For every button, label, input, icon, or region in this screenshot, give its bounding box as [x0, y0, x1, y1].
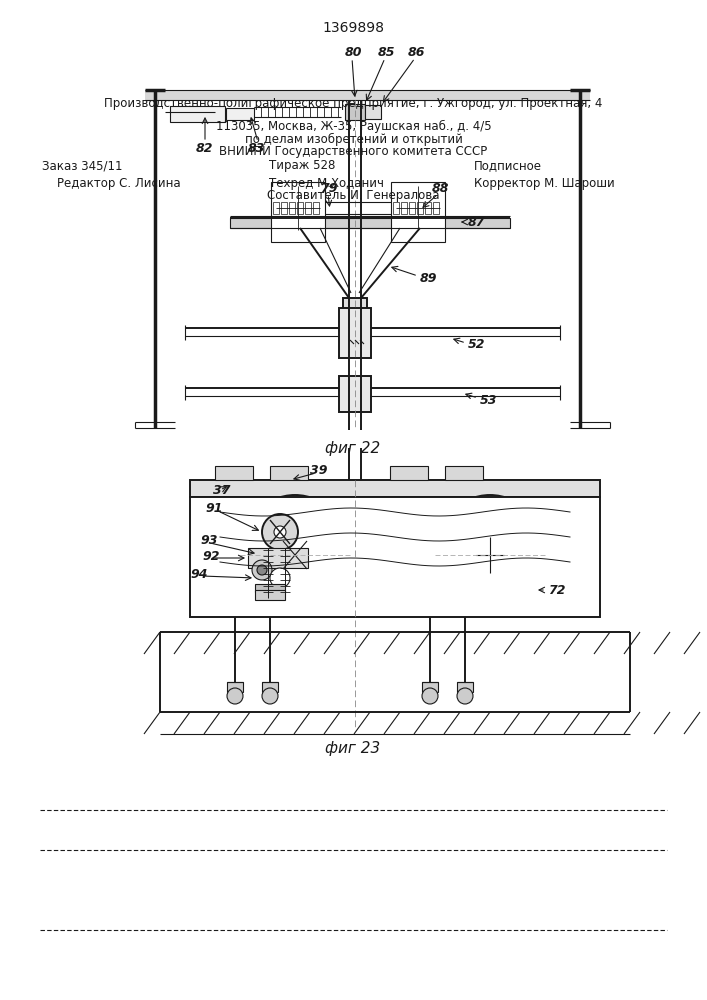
Text: 92: 92 [202, 550, 219, 562]
Text: 89: 89 [420, 271, 438, 284]
Text: 82: 82 [196, 141, 214, 154]
Circle shape [408, 198, 428, 218]
Circle shape [422, 688, 438, 704]
Text: 52: 52 [468, 338, 486, 352]
Text: 72: 72 [548, 584, 566, 596]
Bar [255, 584, 285, 592]
Text: 83: 83 [248, 141, 266, 154]
Ellipse shape [278, 535, 312, 575]
Bar [289, 202, 295, 214]
Bar [262, 682, 278, 692]
Bar [170, 106, 225, 122]
Ellipse shape [240, 495, 350, 615]
Bar [365, 105, 381, 119]
Bar [145, 90, 590, 100]
Circle shape [262, 514, 298, 550]
Bar [393, 202, 399, 214]
Circle shape [276, 186, 320, 230]
Text: 1369898: 1369898 [322, 21, 384, 35]
Bar [343, 298, 367, 338]
Circle shape [227, 688, 243, 704]
Bar [230, 218, 510, 228]
Circle shape [294, 204, 302, 212]
Text: 39: 39 [310, 464, 327, 477]
Text: ВНИИПИ Государственного комитета СССР: ВНИИПИ Государственного комитета СССР [219, 145, 488, 158]
Text: 94: 94 [190, 568, 207, 580]
Bar [422, 682, 438, 692]
Bar [190, 497, 600, 617]
Circle shape [288, 198, 308, 218]
Text: 85: 85 [378, 45, 395, 58]
Bar [409, 202, 415, 214]
Circle shape [396, 186, 440, 230]
Text: фиг 22: фиг 22 [325, 440, 380, 456]
Bar [417, 202, 423, 214]
Circle shape [262, 688, 278, 704]
Text: 91: 91 [205, 502, 223, 514]
Text: Производственно-полиграфическое предприятие, г. Ужгород, ул. Проектная, 4: Производственно-полиграфическое предприя… [105, 98, 602, 110]
Text: 79: 79 [320, 182, 337, 194]
Bar [445, 466, 483, 480]
Bar [281, 202, 287, 214]
Bar [273, 202, 279, 214]
Circle shape [414, 204, 422, 212]
Circle shape [457, 688, 473, 704]
Bar [401, 202, 407, 214]
Ellipse shape [472, 535, 508, 575]
Text: по делам изобретений и открытий: по делам изобретений и открытий [245, 132, 462, 146]
Text: 88: 88 [432, 182, 450, 194]
Text: 53: 53 [480, 393, 498, 406]
Text: Составитель И. Генералова: Составитель И. Генералова [267, 190, 440, 202]
Bar [391, 182, 445, 242]
Bar [425, 202, 431, 214]
Circle shape [252, 560, 272, 580]
Bar [190, 480, 600, 497]
Text: Корректор М. Шароши: Корректор М. Шароши [474, 176, 614, 190]
Bar [339, 376, 371, 412]
Text: 93: 93 [200, 534, 218, 546]
Bar [297, 202, 303, 214]
Bar [255, 590, 285, 600]
Bar [227, 682, 243, 692]
Text: 37: 37 [213, 484, 230, 496]
Text: Заказ 345/11: Заказ 345/11 [42, 159, 123, 172]
Text: Редактор С. Лисина: Редактор С. Лисина [57, 176, 180, 190]
Bar [248, 548, 308, 568]
Ellipse shape [435, 495, 545, 615]
Text: фиг 23: фиг 23 [325, 740, 380, 756]
Bar [305, 202, 311, 214]
Text: 87: 87 [468, 216, 486, 229]
Text: Подписное: Подписное [474, 159, 542, 172]
Bar [215, 466, 253, 480]
Bar [313, 202, 319, 214]
Bar [226, 108, 254, 120]
Circle shape [257, 565, 267, 575]
Circle shape [270, 568, 290, 588]
Text: 80: 80 [345, 45, 363, 58]
Bar [457, 682, 473, 692]
Bar [433, 202, 439, 214]
Bar [271, 182, 325, 242]
Circle shape [274, 526, 286, 538]
Text: 86: 86 [408, 45, 426, 58]
Bar [390, 466, 428, 480]
Bar [270, 466, 308, 480]
Text: Техред М.Ходанич: Техред М.Ходанич [269, 176, 384, 190]
Bar [339, 308, 371, 358]
Text: Тираж 528: Тираж 528 [269, 159, 335, 172]
Bar [345, 104, 365, 120]
Text: 113035, Москва, Ж-35, Раушская наб., д. 4/5: 113035, Москва, Ж-35, Раушская наб., д. … [216, 119, 491, 133]
